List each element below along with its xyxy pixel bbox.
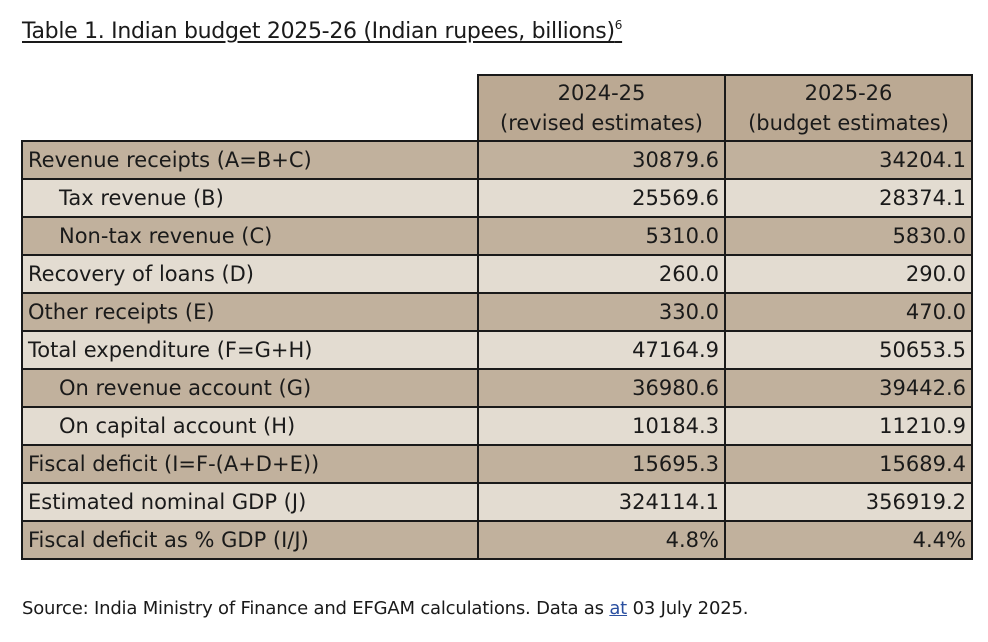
cell-2025-26: 290.0: [724, 254, 973, 294]
cell-2025-26: 470.0: [724, 292, 973, 332]
table-row: Fiscal deficit as % GDP (I/J) 4.8% 4.4%: [21, 520, 973, 560]
row-label: Tax revenue (B): [21, 178, 479, 218]
cell-2025-26: 28374.1: [724, 178, 973, 218]
table-title: Table 1. Indian budget 2025-26 (Indian r…: [22, 18, 623, 44]
cell-2024-25: 324114.1: [477, 482, 726, 522]
row-label: Non-tax revenue (C): [21, 216, 479, 256]
table-row: Non-tax revenue (C) 5310.0 5830.0: [21, 216, 973, 256]
cell-2025-26: 39442.6: [724, 368, 973, 408]
table-row: Tax revenue (B) 25569.6 28374.1: [21, 178, 973, 218]
column-header-2024-25: 2024-25 (revised estimates): [477, 74, 726, 142]
cell-2024-25: 5310.0: [477, 216, 726, 256]
cell-2025-26: 50653.5: [724, 330, 973, 370]
row-label: On capital account (H): [21, 406, 479, 446]
cell-2024-25: 4.8%: [477, 520, 726, 560]
table-row: Estimated nominal GDP (J) 324114.1 35691…: [21, 482, 973, 522]
header-blank-cell: [22, 75, 478, 141]
cell-2025-26: 11210.9: [724, 406, 973, 446]
table-row: On capital account (H) 10184.3 11210.9: [21, 406, 973, 446]
row-label: On revenue account (G): [21, 368, 479, 408]
cell-2025-26: 356919.2: [724, 482, 973, 522]
cell-2024-25: 47164.9: [477, 330, 726, 370]
row-label: Other receipts (E): [21, 292, 479, 332]
cell-2025-26: 34204.1: [724, 140, 973, 180]
table-row: Recovery of loans (D) 260.0 290.0: [21, 254, 973, 294]
budget-table: 2024-25 (revised estimates) 2025-26 (budge…: [21, 74, 973, 560]
table-row: Other receipts (E) 330.0 470.0: [21, 292, 973, 332]
cell-2024-25: 260.0: [477, 254, 726, 294]
row-label: Total expenditure (F=G+H): [21, 330, 479, 370]
cell-2024-25: 36980.6: [477, 368, 726, 408]
column-header-2025-26: 2025-26 (budget estimates): [724, 74, 973, 142]
table-row: Fiscal deficit (I=F-(A+D+E)) 15695.3 156…: [21, 444, 973, 484]
cell-2024-25: 25569.6: [477, 178, 726, 218]
cell-2024-25: 15695.3: [477, 444, 726, 484]
row-label: Estimated nominal GDP (J): [21, 482, 479, 522]
cell-2025-26: 15689.4: [724, 444, 973, 484]
source-note: Source: India Ministry of Finance and EF…: [22, 598, 749, 619]
table-row: Total expenditure (F=G+H) 47164.9 50653.…: [21, 330, 973, 370]
table-row: On revenue account (G) 36980.6 39442.6: [21, 368, 973, 408]
cell-2025-26: 4.4%: [724, 520, 973, 560]
title-footnote: 6: [614, 18, 623, 32]
row-label: Revenue receipts (A=B+C): [21, 140, 479, 180]
row-label: Fiscal deficit (I=F-(A+D+E)): [21, 444, 479, 484]
cell-2024-25: 330.0: [477, 292, 726, 332]
source-link[interactable]: at: [609, 598, 628, 619]
header-row: 2024-25 (revised estimates) 2025-26 (budge…: [22, 74, 973, 142]
table-row: Revenue receipts (A=B+C) 30879.6 34204.1: [21, 140, 973, 180]
cell-2024-25: 10184.3: [477, 406, 726, 446]
row-label: Fiscal deficit as % GDP (I/J): [21, 520, 479, 560]
row-label: Recovery of loans (D): [21, 254, 479, 294]
cell-2025-26: 5830.0: [724, 216, 973, 256]
cell-2024-25: 30879.6: [477, 140, 726, 180]
